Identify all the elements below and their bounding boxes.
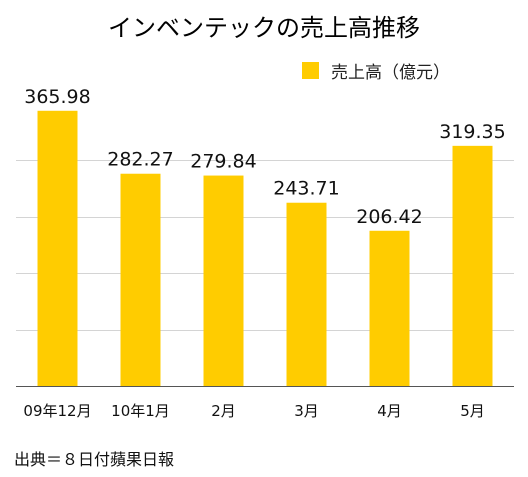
legend-swatch: [302, 61, 319, 79]
category-label: 3月: [294, 402, 319, 420]
category-label: 5月: [460, 402, 485, 420]
value-label: 243.71: [273, 178, 339, 200]
bar: [120, 173, 161, 386]
value-label: 206.42: [356, 206, 422, 228]
value-label: 319.35: [439, 121, 505, 143]
value-label: 282.27: [107, 149, 173, 171]
legend-label: 売上高（億元）: [331, 62, 450, 83]
bar: [37, 110, 78, 386]
bar-chart: 365.98 09年12月 282.27 10年1月 279.84 2月 243.71 3月 2…: [16, 86, 514, 420]
bar: [452, 145, 493, 386]
value-label: 365.98: [24, 86, 90, 108]
bar: [286, 202, 327, 386]
category-label: 4月: [377, 402, 402, 420]
value-label: 279.84: [190, 151, 256, 173]
category-label: 10年1月: [111, 402, 170, 420]
source-note: 出典＝８日付蘋果日報: [14, 450, 175, 469]
chart-title: インベンテックの売上高推移: [108, 14, 420, 42]
category-label: 09年12月: [23, 402, 91, 420]
legend: 売上高（億元）: [302, 59, 450, 83]
bar: [369, 230, 410, 386]
category-label: 2月: [211, 402, 236, 420]
bar: [203, 175, 244, 386]
